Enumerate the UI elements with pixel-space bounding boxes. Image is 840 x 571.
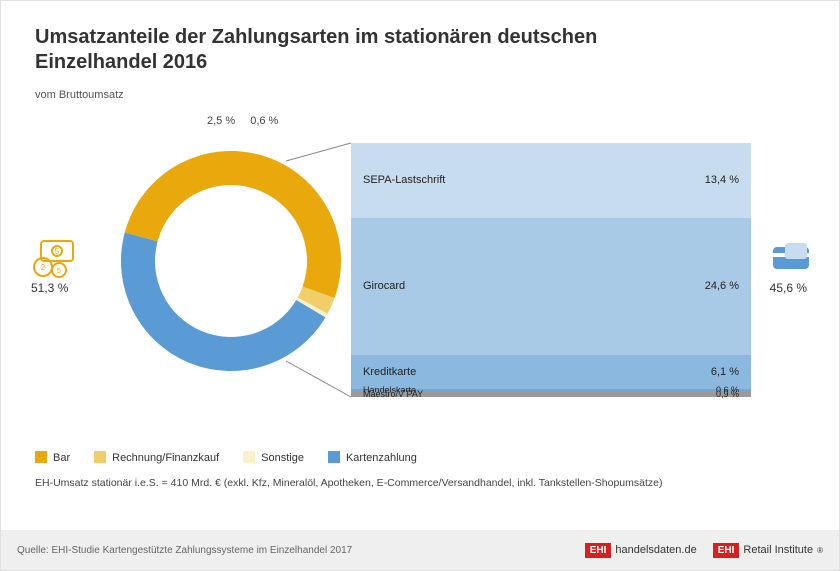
bar-label: Girocard bbox=[363, 280, 405, 292]
bar-sepa-lastschrift: SEPA-Lastschrift 13,4 % bbox=[351, 143, 751, 218]
top-labels: 2,5 % 0,6 % bbox=[201, 115, 284, 127]
svg-text:5: 5 bbox=[55, 247, 60, 256]
legend-label: Rechnung/Finanzkauf bbox=[112, 452, 219, 464]
subtitle: vom Bruttoumsatz bbox=[35, 89, 124, 101]
cash-percent: 51,3 % bbox=[31, 281, 68, 295]
legend: Bar Rechnung/Finanzkauf Sonstige Kartenzahl… bbox=[35, 451, 417, 464]
svg-text:2: 2 bbox=[41, 263, 46, 272]
label-rechnung: 2,5 % bbox=[207, 115, 235, 127]
retail-institute-text: Retail Institute bbox=[743, 544, 813, 556]
legend-label: Kartenzahlung bbox=[346, 452, 417, 464]
handelsdaten-text: handelsdaten.de bbox=[615, 544, 696, 556]
legend-label: Sonstige bbox=[261, 452, 304, 464]
bar-value: 13,4 % bbox=[705, 174, 739, 186]
source: Quelle: EHI-Studie Kartengestützte Zahlu… bbox=[17, 545, 352, 556]
legend-swatch bbox=[243, 451, 255, 463]
chart-area: 2,5 % 0,6 % 5 2 5 51,3 % SEPA-Lastschrif… bbox=[31, 121, 811, 431]
card-icon bbox=[771, 241, 811, 271]
donut-chart bbox=[111, 141, 351, 381]
ehi-badge-2: EHI bbox=[713, 543, 740, 558]
bar-kreditkarte: Kreditkarte 6,1 % bbox=[351, 355, 751, 389]
donut-slice-kartenzahlung bbox=[121, 233, 325, 371]
cash-icon: 5 2 5 bbox=[31, 239, 77, 279]
legend-label: Bar bbox=[53, 452, 70, 464]
card-breakdown-bars: SEPA-Lastschrift 13,4 % Girocard 24,6 % Kred… bbox=[351, 143, 751, 397]
legend-swatch bbox=[328, 451, 340, 463]
legend-swatch bbox=[35, 451, 47, 463]
logo-retail-institute: EHI Retail Institute ® bbox=[713, 543, 823, 558]
chart-frame: Umsatzanteile der Zahlungsarten im stati… bbox=[0, 0, 840, 571]
note: EH-Umsatz stationär i.e.S. = 410 Mrd. € … bbox=[35, 477, 662, 489]
legend-item: Sonstige bbox=[243, 451, 304, 464]
svg-text:5: 5 bbox=[57, 268, 61, 275]
donut-slice-bar bbox=[125, 151, 341, 298]
logo-handelsdaten: EHI handelsdaten.de bbox=[585, 543, 697, 558]
bar-girocard: Girocard 24,6 % bbox=[351, 218, 751, 355]
label-sonstige: 0,6 % bbox=[250, 115, 278, 127]
bar-maestro-v-pay: Maestro/V PAY 0,9 % bbox=[351, 392, 751, 397]
bar-label: Kreditkarte bbox=[363, 366, 416, 378]
logos: EHI handelsdaten.de EHI Retail Institute… bbox=[585, 543, 823, 558]
registered-icon: ® bbox=[817, 546, 823, 555]
bar-value: 6,1 % bbox=[711, 366, 739, 378]
ehi-badge: EHI bbox=[585, 543, 612, 558]
bar-value: 24,6 % bbox=[705, 280, 739, 292]
legend-item: Rechnung/Finanzkauf bbox=[94, 451, 219, 464]
bar-label: SEPA-Lastschrift bbox=[363, 174, 445, 186]
legend-item: Bar bbox=[35, 451, 70, 464]
footer: Quelle: EHI-Studie Kartengestützte Zahlu… bbox=[1, 530, 839, 570]
bar-label: Maestro/V PAY bbox=[363, 389, 423, 399]
bar-value: 0,9 % bbox=[716, 389, 739, 399]
legend-swatch bbox=[94, 451, 106, 463]
card-percent: 45,6 % bbox=[770, 281, 807, 295]
page-title: Umsatzanteile der Zahlungsarten im stati… bbox=[35, 25, 675, 75]
legend-item: Kartenzahlung bbox=[328, 451, 417, 464]
